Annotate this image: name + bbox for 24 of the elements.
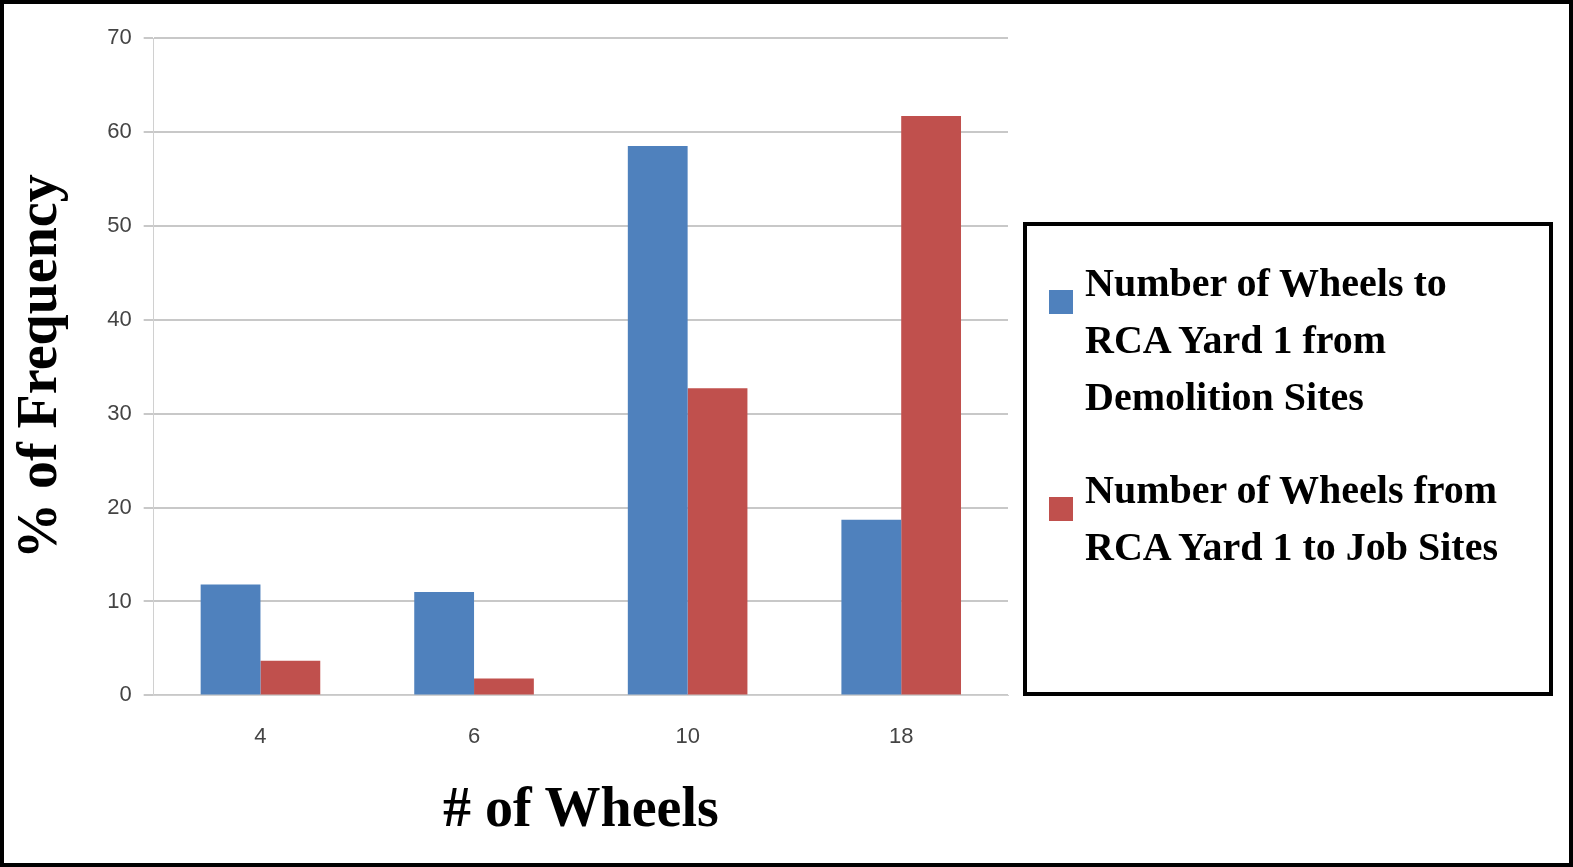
y-tick-label: 10 xyxy=(107,587,132,613)
legend-label: Number of Wheels from RCA Yard 1 to Job Sites xyxy=(1085,466,1499,571)
x-axis-title: # of Wheels xyxy=(442,775,719,838)
legend-label: Number of Wheels to RCA Yard 1 from Demolition Sites xyxy=(1085,259,1448,421)
x-tick-label: 4 xyxy=(254,722,267,748)
bar xyxy=(627,146,688,695)
y-tick-label: 20 xyxy=(107,493,132,519)
bar xyxy=(260,660,321,695)
x-tick-label: 6 xyxy=(467,722,481,748)
bar xyxy=(474,678,534,695)
bar xyxy=(901,115,962,695)
y-axis-title: % of Frequency xyxy=(6,174,69,560)
x-tick-label: 10 xyxy=(675,722,700,748)
bar xyxy=(200,584,261,695)
bar xyxy=(687,388,748,695)
y-tick-label: 50 xyxy=(107,211,132,237)
bar xyxy=(414,592,475,695)
x-tick-label: 18 xyxy=(888,722,914,748)
y-tick-label: 40 xyxy=(107,305,132,331)
y-tick-label: 0 xyxy=(119,681,132,707)
y-tick-label: 60 xyxy=(107,117,132,143)
bar xyxy=(841,519,902,695)
y-tick-label: 30 xyxy=(107,399,132,425)
y-tick-label: 70 xyxy=(107,24,132,50)
